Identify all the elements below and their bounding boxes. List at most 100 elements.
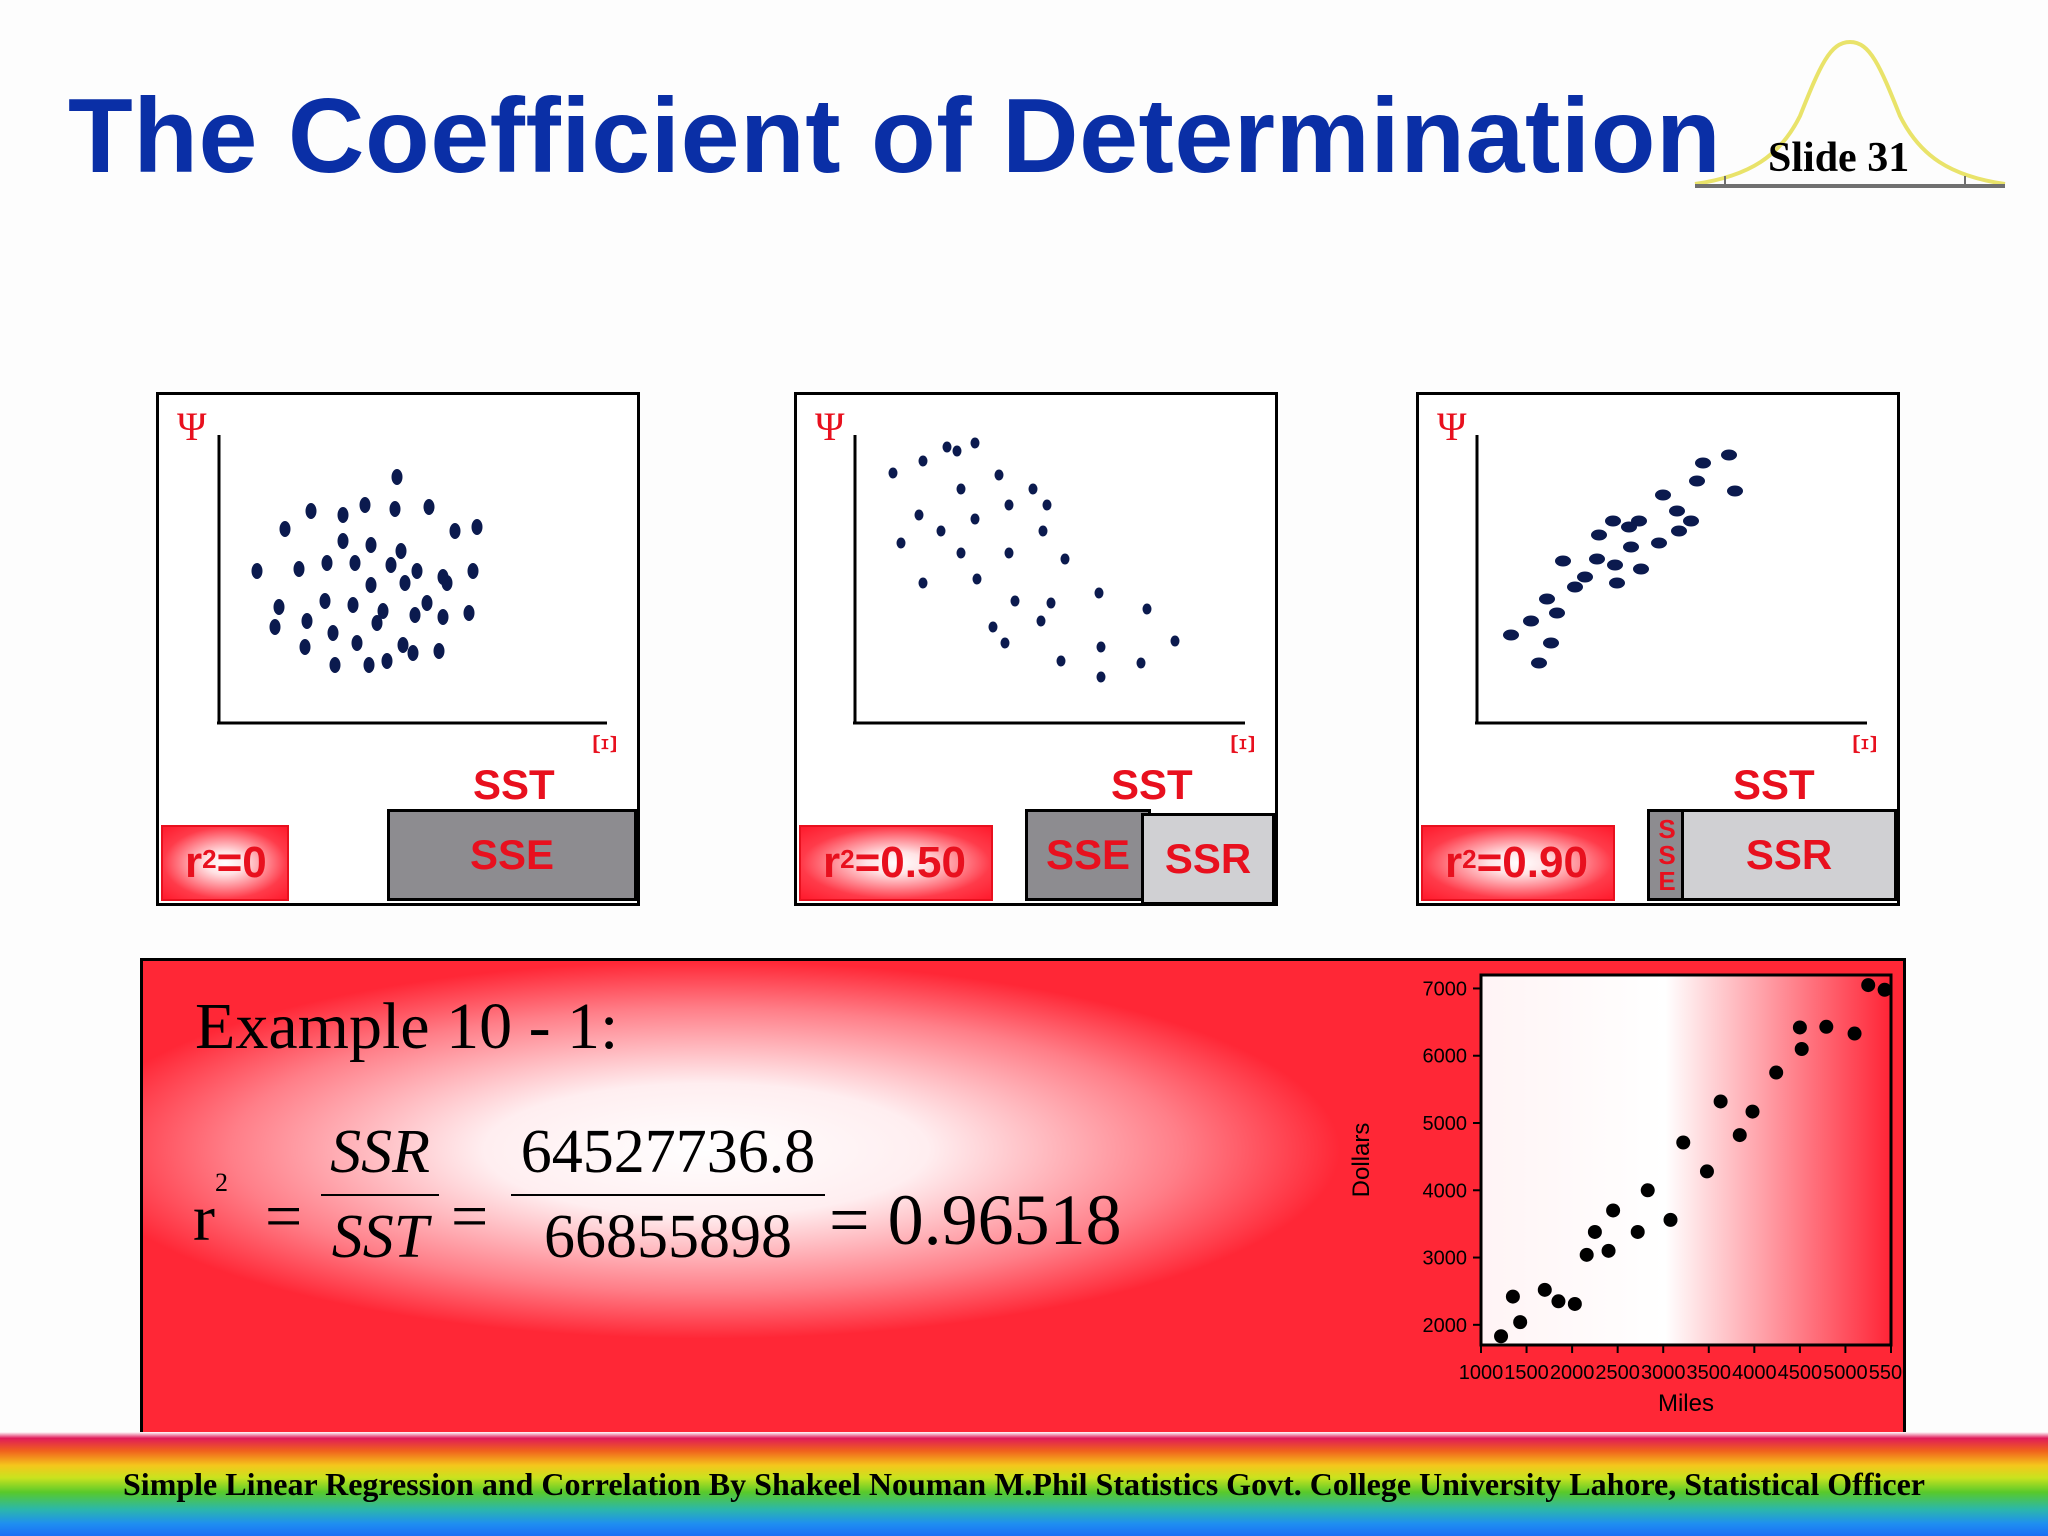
- data-point: [1732, 1128, 1747, 1143]
- data-dot: [970, 513, 980, 525]
- data-dot: [918, 577, 928, 589]
- data-point: [1676, 1135, 1691, 1150]
- example-box: Example 10 - 1: r2 = SSR SST = 64527736.…: [140, 958, 1906, 1436]
- data-dot: [1651, 537, 1667, 549]
- data-dot: [1633, 563, 1649, 575]
- r2-badge: r 2 =0.90: [1421, 825, 1615, 901]
- data-dot: [1004, 499, 1014, 511]
- data-dot: [299, 639, 311, 655]
- data-dot: [279, 521, 291, 537]
- y-tick-label: 5000: [1423, 1113, 1468, 1135]
- scatter-plot-half: [853, 435, 1245, 725]
- miles-dollars-chart: 2000 3000 4000 5000 6000 7000 1000 1500 2000 2500…: [1163, 961, 1903, 1433]
- data-point: [1819, 1019, 1834, 1034]
- data-dot: [411, 563, 423, 579]
- data-point: [1847, 1026, 1862, 1041]
- data-dot: [1060, 553, 1070, 565]
- data-dot: [1042, 499, 1052, 511]
- data-dot: [1567, 581, 1583, 593]
- data-dot: [956, 547, 966, 559]
- data-dot: [395, 543, 407, 559]
- data-dot: [896, 537, 906, 549]
- scatter-plot-zero: [217, 435, 607, 725]
- data-point: [1663, 1212, 1678, 1227]
- slide-title: The Coefficient of Determination: [68, 77, 1722, 195]
- data-dot: [918, 455, 928, 467]
- x-tick-label: 5000: [1823, 1362, 1868, 1384]
- data-dot: [301, 613, 313, 629]
- data-dot: [467, 563, 479, 579]
- data-dot: [1683, 515, 1699, 527]
- data-dot: [1028, 483, 1038, 495]
- data-dot: [441, 575, 453, 591]
- fraction-ssr-sst: SSR SST: [321, 1117, 439, 1273]
- data-dot: [952, 445, 962, 457]
- fraction-denominator: 66855898: [544, 1203, 792, 1271]
- data-point: [1505, 1289, 1520, 1304]
- sst-label: SST: [473, 761, 555, 808]
- data-dot: [1056, 655, 1066, 667]
- data-dot: [1036, 615, 1046, 627]
- x-axis-label: Ξ: [1845, 733, 1883, 755]
- data-dot: [349, 555, 361, 571]
- data-dot: [1721, 449, 1737, 461]
- sse-bar: SSE: [1025, 809, 1151, 901]
- footer-banner: Simple Linear Regression and Correlation…: [0, 1432, 2048, 1536]
- x-axis-title: Miles: [1658, 1390, 1714, 1417]
- data-dot: [1689, 475, 1705, 487]
- data-point: [1537, 1282, 1552, 1297]
- data-dot: [994, 469, 1004, 481]
- data-dot: [1170, 635, 1180, 647]
- data-dot: [1589, 553, 1605, 565]
- data-dot: [433, 643, 445, 659]
- data-dot: [293, 561, 305, 577]
- x-tick-label: 2000: [1550, 1362, 1595, 1384]
- fraction-values: 64527736.8 66855898: [511, 1117, 825, 1273]
- data-point: [1769, 1065, 1784, 1080]
- x-tick-label: 3500: [1687, 1362, 1732, 1384]
- data-dot: [365, 577, 377, 593]
- x-tick-label: 1500: [1504, 1362, 1549, 1384]
- data-dot: [337, 533, 349, 549]
- data-dot: [1623, 541, 1639, 553]
- scatter-plot-strong: [1475, 435, 1867, 725]
- data-dot: [437, 609, 449, 625]
- data-point: [1579, 1247, 1594, 1262]
- data-point: [1699, 1164, 1714, 1179]
- data-dot: [399, 575, 411, 591]
- data-dot: [942, 441, 952, 453]
- r2-badge: r 2 =0.50: [799, 825, 993, 901]
- formula-lhs: r2: [193, 1168, 228, 1255]
- data-dot: [972, 573, 982, 585]
- formula-result: = 0.96518: [829, 1180, 1122, 1260]
- data-dot: [321, 555, 333, 571]
- data-dot: [269, 619, 281, 635]
- data-point: [1792, 1020, 1807, 1035]
- data-point: [1640, 1183, 1655, 1198]
- data-point: [1877, 982, 1892, 997]
- data-point: [1713, 1094, 1728, 1109]
- data-dot: [305, 503, 317, 519]
- data-dot: [359, 497, 371, 513]
- equals-sign: =: [451, 1180, 489, 1253]
- data-dot: [449, 523, 461, 539]
- data-dot: [273, 599, 285, 615]
- ssr-bar: SSR: [1141, 813, 1275, 905]
- data-dot: [936, 525, 946, 537]
- data-dot: [1531, 657, 1547, 669]
- data-dot: [1591, 529, 1607, 541]
- y-tick-label: 2000: [1423, 1315, 1468, 1337]
- data-dot: [1671, 525, 1687, 537]
- data-dot: [1555, 555, 1571, 567]
- x-axis-label: Ξ: [585, 733, 623, 755]
- data-dot: [397, 637, 409, 653]
- data-dot: [988, 621, 998, 633]
- data-dot: [381, 653, 393, 669]
- fraction-numerator: 64527736.8: [520, 1118, 816, 1186]
- data-point: [1745, 1104, 1760, 1119]
- data-point: [1606, 1203, 1621, 1218]
- data-dot: [463, 605, 475, 621]
- example-label: Example 10 - 1:: [195, 990, 619, 1063]
